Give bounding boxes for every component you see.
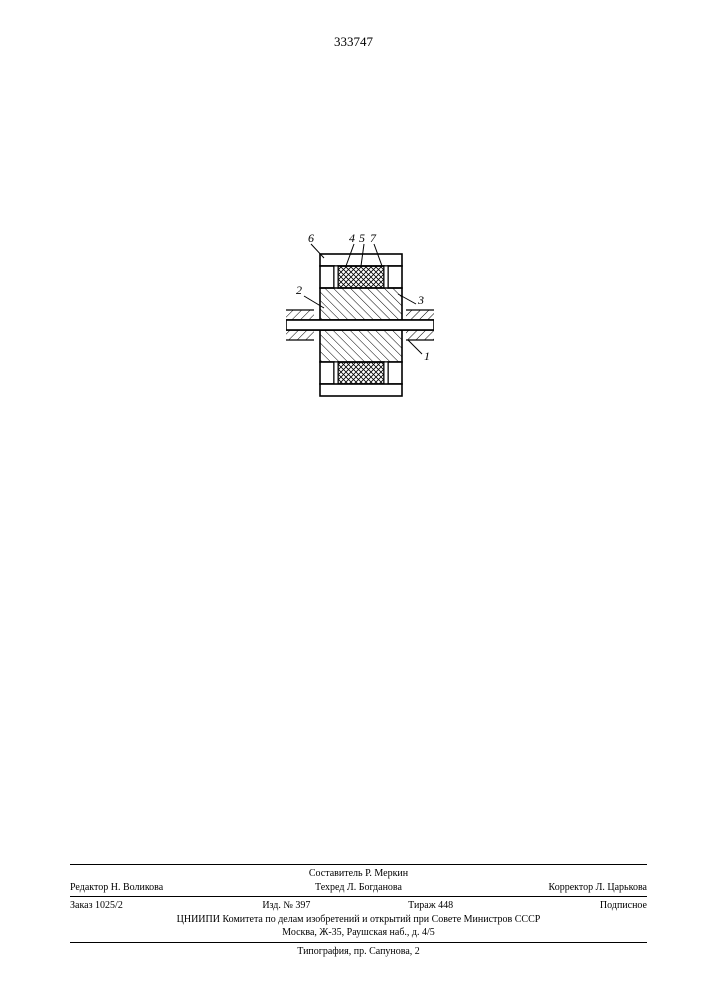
footer-org2: Москва, Ж-35, Раушская наб., д. 4/5 [70, 926, 647, 940]
footer-printer: Типография, пр. Сапунова, 2 [70, 945, 647, 959]
footer: Составитель Р. Меркин Редактор Н. Волико… [70, 862, 647, 958]
footer-printrun: Тираж 448 [359, 899, 503, 913]
page-number: 333747 [0, 34, 707, 50]
figure-label-4: 4 [349, 232, 355, 245]
footer-order: Заказ 1025/2 [70, 899, 214, 913]
figure-label-7: 7 [370, 232, 377, 245]
figure-label-1: 1 [424, 349, 430, 363]
footer-edition: Изд. № 397 [214, 899, 358, 913]
footer-editor: Редактор Н. Воликова [70, 881, 262, 895]
footer-subscription: Подписное [503, 899, 647, 913]
footer-corrector: Корректор Л. Царькова [455, 881, 647, 895]
technical-figure: 6 4 5 7 2 3 1 [286, 232, 434, 420]
footer-org1: ЦНИИПИ Комитета по делам изобретений и о… [70, 913, 647, 927]
footer-tech-editor: Техред Л. Богданова [262, 881, 454, 895]
figure-label-5: 5 [359, 232, 365, 245]
figure-label-6: 6 [308, 232, 314, 245]
figure-label-3: 3 [417, 293, 424, 307]
footer-compiler: Составитель Р. Меркин [70, 867, 647, 881]
figure-label-2: 2 [296, 283, 302, 297]
